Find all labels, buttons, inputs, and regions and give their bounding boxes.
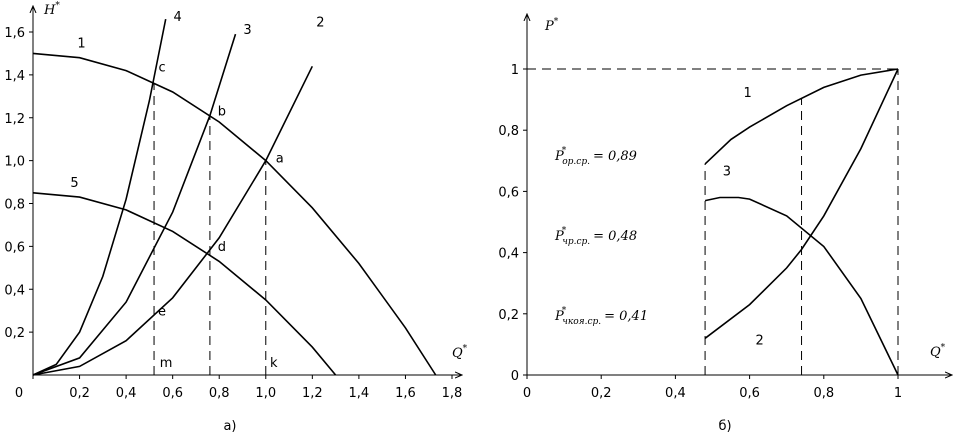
x-label: Q*	[930, 343, 946, 360]
annotation-sub: чр.ср.	[562, 237, 590, 247]
annotation-symbol: P	[554, 309, 564, 324]
y-tick-label: 0,6	[4, 240, 25, 255]
y-label: H*	[43, 1, 60, 18]
axis-sup: *	[941, 343, 946, 353]
y-tick-label: 1,6	[4, 26, 25, 41]
caption: а)	[223, 419, 236, 434]
curve-label: 4	[174, 10, 182, 25]
chart: 0 0,2 0,4 0,6 0,8 1,0 1,2 1,4 1,6 1,8 0,2 0,4 0,6 0,8…	[4, 1, 467, 434]
curve	[704, 196, 899, 376]
annotation-sub: ор.ср.	[562, 157, 590, 167]
x-tick-label: 0,8	[209, 386, 230, 401]
curve	[32, 33, 237, 376]
curve-label: 3	[243, 23, 251, 38]
x-tick-label: 1,8	[442, 386, 463, 401]
curve-label: 5	[70, 176, 78, 191]
y-tick-label: 0,2	[498, 308, 519, 323]
annotation-symbol: P	[554, 149, 564, 164]
y-tick-label: 0	[511, 369, 519, 384]
x-tick-label: 0,4	[665, 386, 686, 401]
curve-label: 2	[755, 334, 763, 349]
x-tick-label: 0,2	[69, 386, 90, 401]
annotation: P* чкоя.ср. = 0,41	[554, 306, 648, 327]
x-label: Q*	[452, 344, 468, 361]
y-tick-label: 1,0	[4, 155, 25, 170]
point-label: k	[270, 356, 278, 371]
y-tick-label: 0,8	[4, 198, 25, 213]
x-tick-label: 1,4	[349, 386, 370, 401]
annotation-symbol: P	[554, 229, 564, 244]
axis-symbol: Q	[930, 345, 941, 360]
caption: б)	[718, 419, 731, 434]
point-label: c	[158, 60, 165, 75]
x-tick-label: 1,2	[302, 386, 323, 401]
curve	[32, 18, 167, 376]
point-label: d	[218, 240, 226, 255]
x-tick-label: 0,6	[739, 386, 760, 401]
x-tick-label: 1,0	[255, 386, 276, 401]
axis-sup: *	[554, 17, 559, 27]
y-tick-label: 0,4	[4, 283, 25, 298]
curve	[704, 68, 899, 165]
point-label: e	[158, 304, 166, 319]
y-tick-label: 0,6	[498, 185, 519, 200]
x-tick-label: 1	[894, 386, 902, 401]
annotation-sup: *	[562, 306, 567, 316]
axis-symbol: H	[43, 3, 56, 18]
y-tick-label: 0,8	[498, 124, 519, 139]
curve-label: 2	[316, 15, 324, 30]
annotation-value: = 0,48	[593, 229, 637, 244]
x-tick-label: 0	[523, 386, 531, 401]
y-tick-label: 1	[511, 63, 519, 78]
curve	[32, 65, 314, 376]
point-label: a	[276, 152, 284, 167]
curve	[32, 52, 437, 376]
x-tick-label: 1,6	[395, 386, 416, 401]
curve	[704, 68, 899, 339]
x-tick-label: 0,6	[162, 386, 183, 401]
axis-sup: *	[55, 1, 60, 11]
annotation: P* ор.ср. = 0,89	[554, 146, 637, 167]
y-tick-label: 0,4	[498, 247, 519, 262]
point-label: m	[160, 356, 173, 371]
x-tick-label: 0	[15, 386, 23, 401]
y-tick-label: 1,2	[4, 112, 25, 127]
annotation-sub: чкоя.ср.	[562, 317, 601, 327]
y-tick-label: 1,4	[4, 69, 25, 84]
y-tick-label: 0,2	[4, 326, 25, 341]
annotation-sup: *	[562, 146, 567, 156]
curve-label: 1	[743, 86, 751, 101]
axis-sup: *	[463, 344, 468, 354]
x-tick-label: 0,4	[116, 386, 137, 401]
axis-symbol: P	[544, 19, 554, 34]
axis-symbol: Q	[452, 346, 463, 361]
annotation-sup: *	[562, 226, 567, 236]
annotation-value: = 0,41	[604, 309, 648, 324]
y-label: P*	[544, 17, 559, 34]
x-tick-label: 0,2	[591, 386, 612, 401]
curve	[32, 192, 337, 376]
curve-label: 3	[723, 165, 731, 180]
curve-label: 1	[77, 37, 85, 52]
point-label: b	[218, 105, 226, 120]
annotation-value: = 0,89	[593, 149, 637, 164]
annotation: P* чр.ср. = 0,48	[554, 226, 637, 247]
x-tick-label: 0,8	[813, 386, 834, 401]
